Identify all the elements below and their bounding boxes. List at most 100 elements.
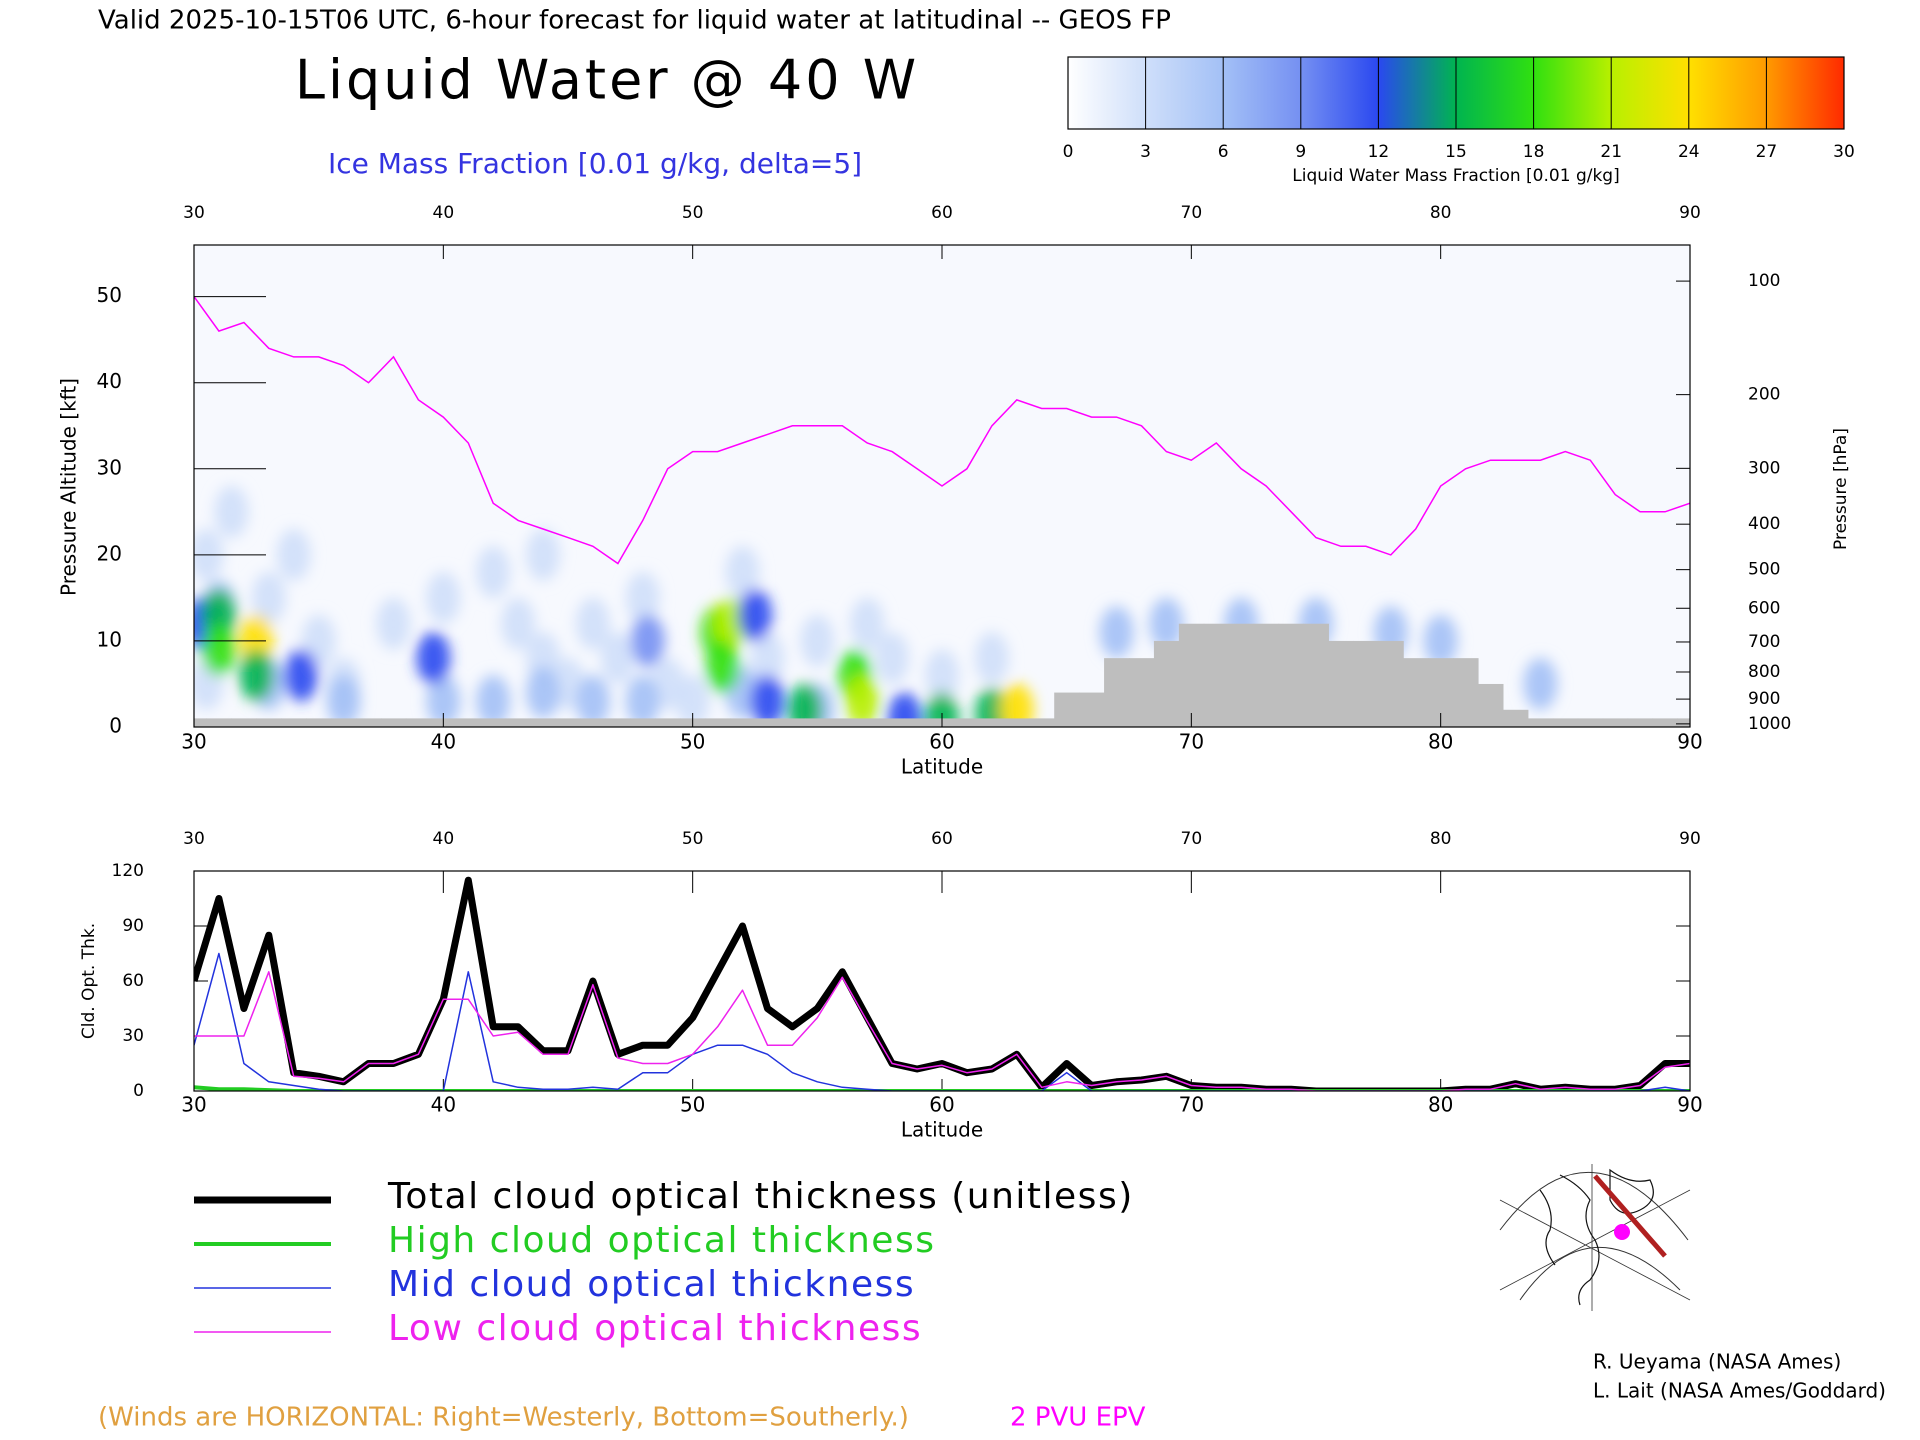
terrain (705, 718, 731, 727)
annotation: (Winds are HORIZONTAL: Right=Westerly, B… (98, 1403, 909, 1433)
x-tick-label-top: 80 (1430, 203, 1452, 223)
x-tick-label: 50 (680, 1093, 705, 1117)
terrain (630, 718, 656, 727)
x-tick-label: 60 (929, 730, 954, 754)
terrain (1677, 718, 1690, 727)
terrain (1178, 623, 1205, 727)
x-tick-label-top: 50 (682, 203, 704, 223)
terrain (1577, 718, 1604, 727)
colorbar-tick-label: 18 (1523, 142, 1545, 162)
terrain (804, 718, 831, 727)
credit: L. Lait (NASA Ames/Goddard) (1593, 1379, 1886, 1403)
y2-tick-label: 300 (1748, 458, 1780, 478)
terrain (755, 718, 781, 727)
legend-label: Total cloud optical thickness (unitless) (387, 1176, 1134, 1217)
colorbar-segment (1378, 57, 1456, 129)
terrain (505, 718, 532, 727)
plot-frame (193, 870, 1691, 1092)
y2-tick-label: 900 (1748, 689, 1780, 709)
locator-map (1493, 1161, 1691, 1311)
liquid-water-cell (800, 614, 835, 667)
x-tick-label-top: 50 (682, 829, 704, 849)
terrain (1478, 683, 1504, 727)
liquid-water-cell (426, 571, 461, 624)
liquid-water-cell (575, 675, 610, 727)
terrain (1453, 658, 1479, 727)
plot-layer (194, 296, 1690, 727)
terrain (1627, 718, 1654, 727)
y2-tick-label: 800 (1748, 662, 1780, 682)
liquid-water-cell (251, 571, 286, 624)
terrain (1503, 709, 1529, 727)
liquid-water-cell (887, 692, 922, 727)
terrain (979, 718, 1005, 727)
terrain (1104, 658, 1130, 727)
y2-tick-label: 200 (1748, 385, 1780, 405)
x-tick-label: 80 (1428, 1093, 1453, 1117)
colorbar-label: Liquid Water Mass Fraction [0.01 g/kg] (1292, 166, 1619, 186)
y-tick-label: 30 (97, 455, 122, 479)
terrain (530, 718, 557, 727)
terrain (954, 718, 980, 727)
colorbar-tick-label: 27 (1756, 142, 1778, 162)
liquid-water-cell (476, 546, 511, 599)
colorbar-tick-label: 6 (1218, 142, 1229, 162)
x-tick-label-top: 40 (433, 203, 455, 223)
x-tick-label: 30 (181, 1093, 206, 1117)
y2-tick-label: 600 (1748, 598, 1780, 618)
colorbar-tick-label: 12 (1368, 142, 1390, 162)
x-tick-label-top: 60 (931, 829, 953, 849)
terrain (1328, 640, 1354, 727)
liquid-water-cell (575, 597, 610, 650)
plot-area (194, 871, 1690, 1091)
terrain (879, 718, 906, 727)
colorbar-tick-label: 24 (1678, 142, 1700, 162)
terrain (1129, 658, 1155, 727)
liquid-water-cell (725, 546, 760, 599)
liquid-water-cell (526, 528, 561, 581)
credit: R. Ueyama (NASA Ames) (1593, 1350, 1841, 1374)
terrain (1378, 640, 1404, 727)
terrain (1004, 718, 1030, 727)
liquid-water-cell (999, 683, 1034, 727)
terrain (331, 718, 357, 727)
y-tick-label: 120 (112, 861, 144, 881)
epv-line (194, 296, 1690, 565)
colorbar-segment (1223, 57, 1301, 129)
liquid-water-cell (501, 597, 536, 650)
map-track (1593, 1174, 1667, 1258)
x-tick-label: 80 (1428, 730, 1453, 754)
terrain (405, 718, 432, 727)
y2-tick-label: 1000 (1748, 714, 1791, 734)
y-tick-label: 20 (97, 541, 122, 565)
liquid-water-cell (845, 675, 880, 727)
map-coast (1539, 1168, 1654, 1306)
liquid-water-cell (630, 614, 665, 667)
liquid-water-cell (426, 675, 461, 727)
y2-tick-label: 100 (1748, 271, 1780, 291)
liquid-water-cell (1099, 606, 1134, 659)
terrain (605, 718, 631, 727)
map-point (1614, 1224, 1630, 1240)
x-tick-label: 60 (929, 1093, 954, 1117)
x-tick-label-top: 70 (1181, 829, 1203, 849)
terrain (306, 718, 332, 727)
colorbar-segment (1688, 57, 1767, 129)
x-axis-label: Latitude (901, 1118, 983, 1142)
y2-axis-label: Pressure [hPa] (1831, 428, 1851, 550)
terrain (480, 718, 507, 727)
terrain (1403, 658, 1429, 727)
terrain (381, 718, 407, 727)
x-tick-label: 50 (680, 730, 705, 754)
liquid-water-cell (850, 597, 885, 650)
liquid-water-cell (925, 692, 959, 727)
y-tick-label: 0 (133, 1081, 144, 1101)
liquid-water-cell (201, 623, 236, 676)
x-tick-label-top: 90 (1679, 203, 1701, 223)
terrain (1253, 623, 1280, 727)
field-layer (194, 485, 1558, 727)
colorbar-segment (1766, 57, 1844, 129)
x-tick-label-top: 90 (1679, 829, 1701, 849)
x-tick-label: 30 (181, 730, 206, 754)
